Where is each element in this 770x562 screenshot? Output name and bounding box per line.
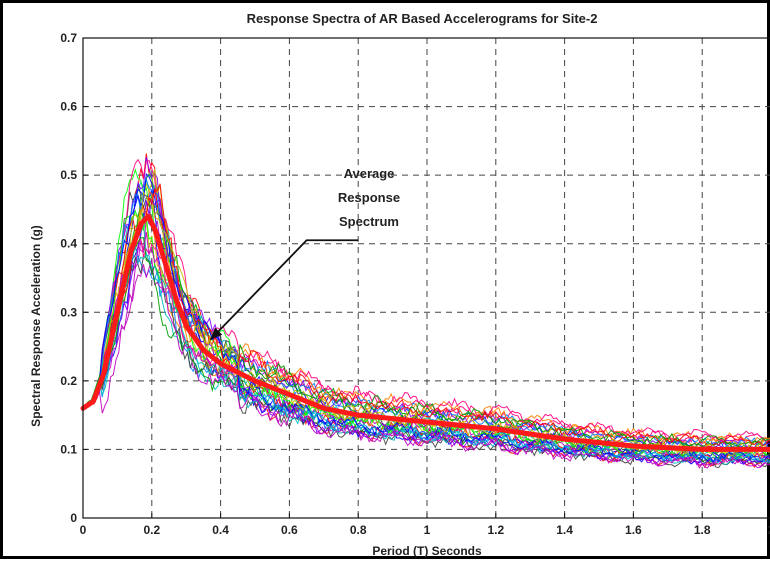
response-spectra-chart: Response Spectra of AR Based Accelerogra… [3, 3, 770, 562]
x-tick-label: 0 [80, 523, 87, 537]
average-response-spectrum-annotation: Average Response Spectrum [210, 166, 400, 340]
annotation-arrow-line [210, 240, 358, 339]
x-tick-label: 0.2 [143, 523, 160, 537]
x-tick-label: 0.4 [212, 523, 229, 537]
y-tick-label: 0.2 [60, 374, 77, 388]
annotation-text-line: Spectrum [339, 214, 399, 229]
y-tick-label: 0 [70, 511, 77, 525]
x-tick-label: 1 [424, 523, 431, 537]
y-tick-label: 0.6 [60, 100, 77, 114]
x-tick-label: 1.4 [556, 523, 573, 537]
x-tick-label: 1.8 [694, 523, 711, 537]
y-tick-label: 0.7 [60, 31, 77, 45]
x-tick-label: 1.2 [487, 523, 504, 537]
annotation-text-line: Average [344, 166, 395, 181]
x-axis-label: Period (T) Seconds [372, 544, 482, 558]
chart-title: Response Spectra of AR Based Accelerogra… [247, 11, 598, 26]
y-axis-label: Spectral Response Acceleration (g) [29, 225, 43, 427]
y-tick-label: 0.4 [60, 237, 77, 251]
x-tick-label: 0.6 [281, 523, 298, 537]
y-tick-label: 0.5 [60, 168, 77, 182]
y-tick-label: 0.1 [60, 442, 77, 456]
annotation-text-line: Response [338, 190, 400, 205]
y-tick-label: 0.3 [60, 305, 77, 319]
x-tick-label: 1.6 [625, 523, 642, 537]
x-tick-label: 0.8 [350, 523, 367, 537]
